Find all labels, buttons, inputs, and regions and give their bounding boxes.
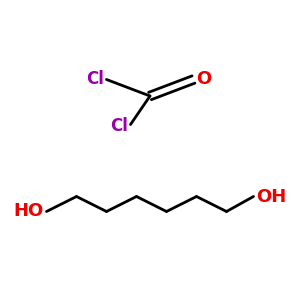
Text: HO: HO	[14, 202, 44, 220]
Text: O: O	[196, 70, 211, 88]
Text: Cl: Cl	[86, 70, 104, 88]
Text: Cl: Cl	[110, 117, 128, 135]
Text: OH: OH	[256, 188, 286, 206]
